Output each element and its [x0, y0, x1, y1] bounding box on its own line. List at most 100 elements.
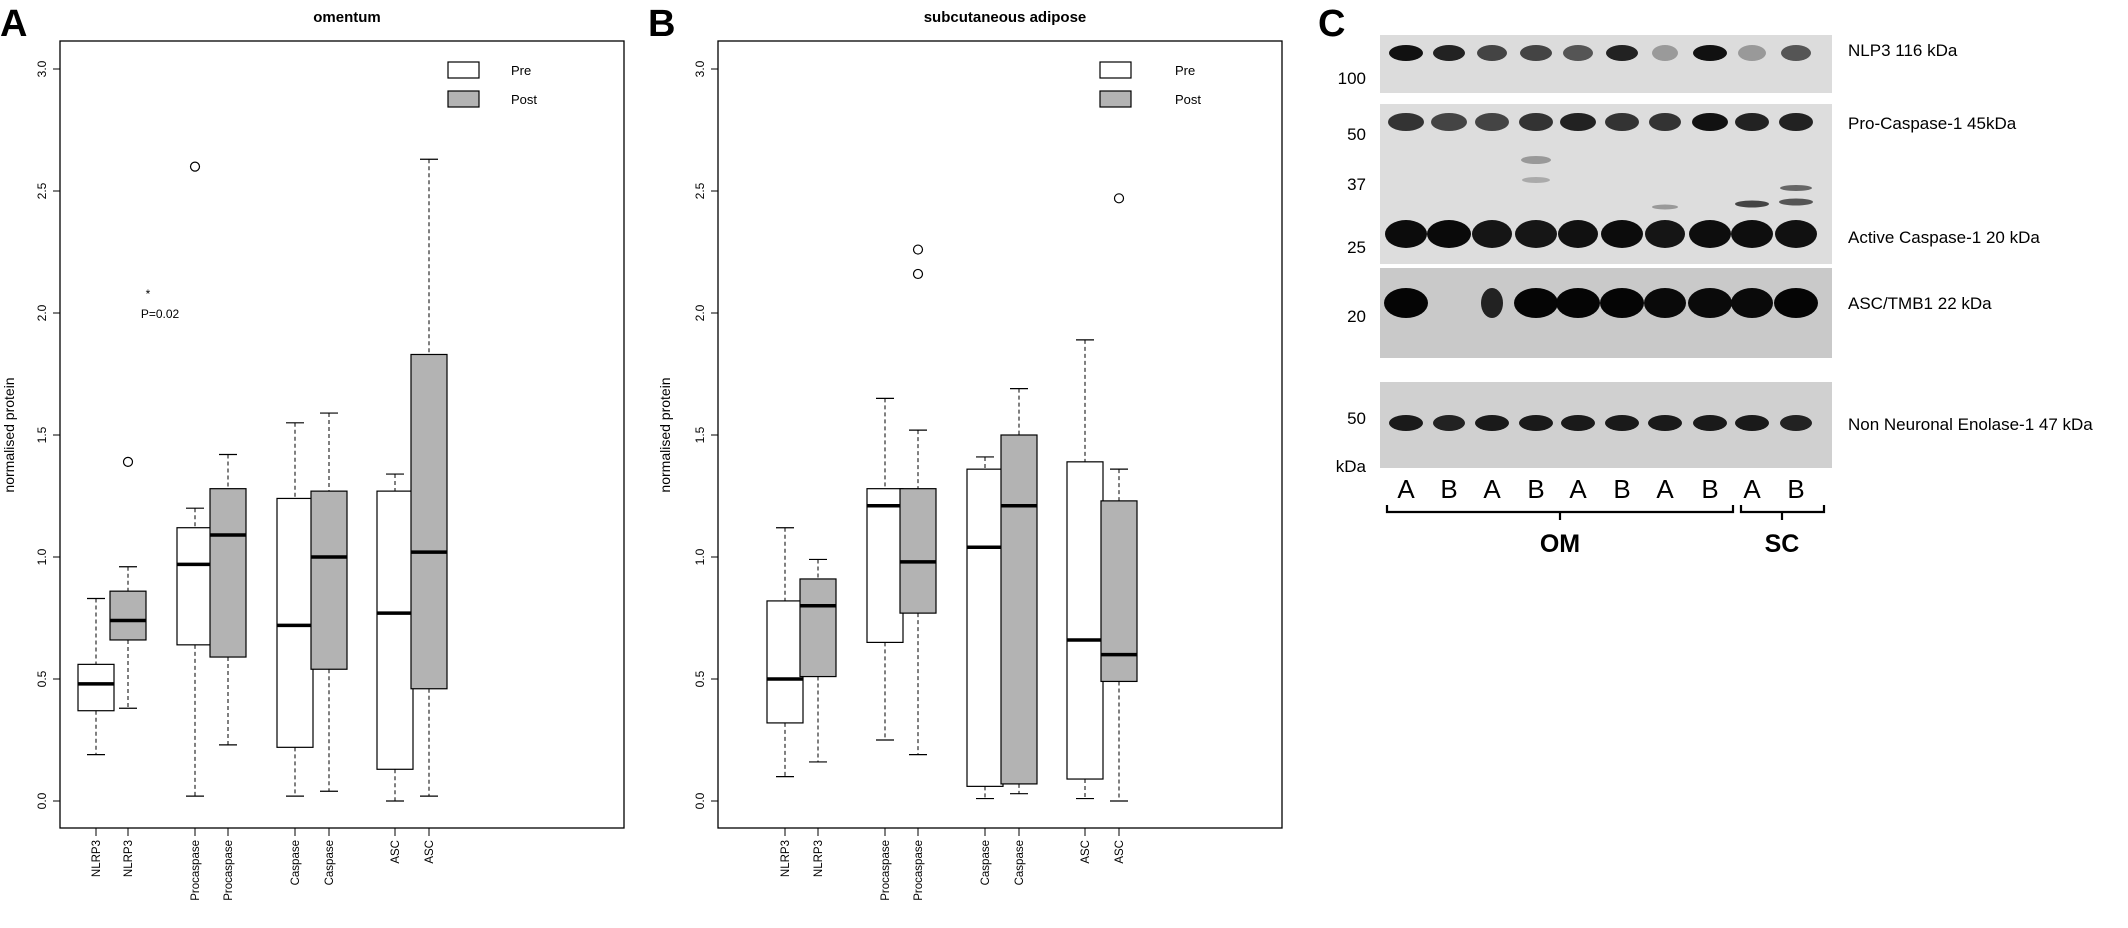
nlrp3-band	[1433, 45, 1465, 61]
enolase-band	[1389, 415, 1423, 431]
blot-caspase-strip	[1380, 104, 1832, 264]
iqr-box	[376, 490, 414, 770]
y-tick-label: 2.0	[35, 304, 49, 321]
bracket-om	[1385, 505, 1735, 514]
mw-marker-50-enolase: 50	[1347, 409, 1366, 428]
blot-enolase-strip	[1380, 382, 1832, 468]
iqr-box	[1100, 500, 1138, 683]
legend-post-swatch	[1099, 90, 1132, 108]
x-category-label: Procaspase	[913, 840, 925, 901]
active-caspase-band	[1385, 220, 1427, 248]
enolase-band	[1433, 415, 1465, 431]
box-post-asc	[1100, 193, 1138, 802]
enolase-band	[1519, 415, 1553, 431]
procaspase-band	[1388, 113, 1424, 131]
asc-band	[1384, 288, 1428, 318]
procaspase-band	[1692, 113, 1728, 131]
box-pre-nlrp3	[766, 527, 804, 778]
mw-marker-37: 37	[1347, 175, 1366, 194]
minor-band	[1522, 177, 1550, 183]
legend-post-swatch	[447, 90, 480, 108]
box-post-procaspase	[899, 244, 937, 756]
asc-band	[1600, 288, 1644, 318]
y-tick-label: 0.5	[693, 670, 707, 687]
nlrp3-band	[1520, 45, 1552, 61]
asc-band	[1774, 288, 1818, 318]
bracket-sc	[1739, 505, 1826, 514]
x-category-label: NLRP3	[813, 840, 825, 877]
iqr-box	[899, 488, 937, 614]
panel-a-title: omentum	[313, 9, 381, 26]
enolase-band	[1561, 415, 1595, 431]
legend-post-label: Post	[1175, 92, 1201, 107]
panel-b-legend: Pre Post	[1099, 61, 1201, 108]
blot-asc-strip	[1380, 268, 1832, 358]
enolase-band	[1735, 415, 1769, 431]
box-pre-caspase	[966, 456, 1004, 800]
active-caspase-band	[1689, 220, 1731, 248]
x-category-label: NLRP3	[123, 840, 135, 877]
y-tick-label: 1.0	[35, 548, 49, 565]
asc-band	[1688, 288, 1732, 318]
lane-label: A	[1397, 474, 1415, 504]
nlrp3-band	[1738, 45, 1766, 61]
procaspase-band	[1560, 113, 1596, 131]
panel-b-yaxis: 0.0 0.5 1.0 1.5 2.0 2.5 3.0	[693, 60, 719, 809]
panel-a-ylabel: normalised protein	[1, 377, 17, 492]
minor-band	[1780, 185, 1812, 191]
panel-a-plot-frame	[59, 40, 625, 829]
box-post-procaspase	[209, 453, 247, 746]
active-caspase-band	[1515, 220, 1557, 248]
iqr-box	[1066, 461, 1104, 780]
x-category-label: Caspase	[324, 840, 336, 885]
significance-star: *	[146, 287, 151, 301]
panel-a-yaxis: 0.0 0.5 1.0 1.5 2.0 2.5 3.0	[35, 60, 61, 809]
mw-marker-20: 20	[1347, 307, 1366, 326]
panel-letter-a: A	[0, 3, 27, 45]
group-label-om: OM	[1540, 530, 1580, 558]
nlrp3-band	[1389, 45, 1423, 61]
nlrp3-band	[1781, 45, 1811, 61]
lane-label: B	[1613, 474, 1630, 504]
lane-label: A	[1743, 474, 1761, 504]
legend-post-label: Post	[511, 92, 537, 107]
legend-pre-swatch	[1099, 61, 1132, 79]
x-category-label: ASC	[1114, 840, 1126, 864]
outlier-point	[912, 244, 924, 255]
iqr-box	[866, 488, 904, 643]
box-post-nlrp3	[109, 456, 147, 709]
outlier-point	[189, 161, 201, 172]
iqr-box	[176, 527, 214, 646]
band-label-enolase: Non Neuronal Enolase-1 47 kDa	[1848, 415, 2093, 434]
active-caspase-band	[1427, 220, 1471, 248]
iqr-box	[766, 600, 804, 724]
procaspase-band	[1431, 113, 1467, 131]
panel-b-title: subcutaneous adipose	[924, 9, 1087, 26]
panel-letter-c: C	[1318, 3, 1345, 45]
iqr-box	[276, 497, 314, 748]
lane-label: A	[1656, 474, 1674, 504]
y-tick-label: 0.0	[35, 792, 49, 809]
enolase-band	[1648, 415, 1682, 431]
mw-marker-25: 25	[1347, 238, 1366, 257]
box-post-asc	[410, 158, 448, 797]
y-tick-label: 0.5	[35, 670, 49, 687]
x-category-label: Procaspase	[880, 840, 892, 901]
enolase-band	[1475, 415, 1509, 431]
y-tick-label: 2.0	[693, 304, 707, 321]
x-category-label: NLRP3	[780, 840, 792, 877]
panel-letter-b: B	[648, 3, 675, 45]
x-category-label: ASC	[1080, 840, 1092, 864]
x-category-label: ASC	[390, 840, 402, 864]
lane-label: A	[1569, 474, 1587, 504]
minor-band	[1735, 200, 1769, 208]
box-pre-procaspase	[866, 397, 904, 741]
iqr-box	[1000, 434, 1038, 785]
nlrp3-band	[1563, 45, 1593, 61]
asc-band	[1731, 288, 1773, 318]
iqr-box	[966, 468, 1004, 787]
active-caspase-band	[1731, 220, 1773, 248]
nlrp3-band	[1652, 45, 1678, 61]
panel-b-ylabel: normalised protein	[657, 377, 673, 492]
